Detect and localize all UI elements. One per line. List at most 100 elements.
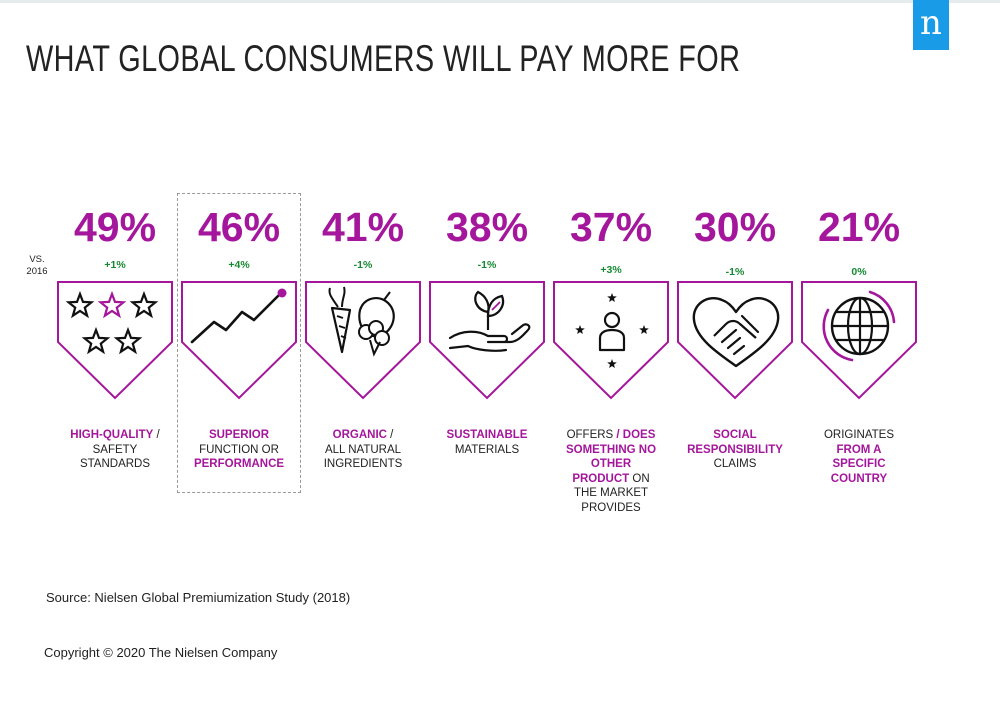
percent-label-sustainable: 38% <box>445 204 529 250</box>
category-label-line: SOMETHING NO <box>549 443 673 458</box>
category-label-line: OTHER <box>549 457 673 472</box>
percent-label-social: 30% <box>693 204 777 250</box>
nielsen-logo: n <box>913 0 949 50</box>
category-label-line: PROVIDES <box>549 501 673 516</box>
category-label-segment: PERFORMANCE <box>193 458 285 470</box>
change-label-unique: +3% <box>600 264 622 276</box>
category-label-segment: SOCIAL <box>713 429 757 441</box>
shield-badge-organic <box>305 281 421 400</box>
change-label-quality: +1% <box>104 259 126 271</box>
percent-label-unique: 37% <box>569 204 653 250</box>
category-label-unique: OFFERS / DOES SOMETHING NO OTHER PRODUCT ON… <box>549 428 673 515</box>
category-label-segment: HIGH-QUALITY <box>70 429 154 441</box>
category-label-line: ORGANIC / <box>301 428 425 443</box>
shield-outline <box>677 281 793 400</box>
category-label-line: SPECIFIC <box>797 457 921 472</box>
category-label-segment: ORIGINATES <box>823 429 895 441</box>
category-label-line: SUSTAINABLE <box>425 428 549 443</box>
change-label-origin: 0% <box>851 266 867 278</box>
category-label-segment: OFFERS <box>566 429 617 441</box>
category-label-segment: SUPERIOR <box>208 429 270 441</box>
category-label-line: RESPONSIBILITY <box>673 443 797 458</box>
category-label-segment: INGREDIENTS <box>323 458 403 470</box>
category-label-line: MATERIALS <box>425 443 549 458</box>
top-rule <box>0 0 1000 3</box>
category-label-segment: STANDARDS <box>79 458 151 470</box>
category-label-line: SOCIAL <box>673 428 797 443</box>
vs-label-line-1: VS. <box>29 254 45 265</box>
category-label-segment: SOMETHING NO <box>565 443 657 456</box>
shield-badge-origin <box>801 281 917 400</box>
handshake-heart-icon <box>692 297 780 368</box>
category-label-segment: CLAIMS <box>713 458 757 470</box>
shield-badge-social <box>677 281 793 400</box>
category-label-segment: / <box>386 429 394 441</box>
category-label-segment: ON <box>629 472 650 485</box>
vegetables-icon <box>328 286 395 357</box>
category-label-segment: PROVIDES <box>581 501 641 514</box>
percent-label-performance: 46% <box>197 204 281 250</box>
category-label-segment: ORGANIC <box>332 429 387 441</box>
category-label-sustainable: SUSTAINABLE MATERIALS <box>425 428 549 457</box>
category-label-line: SUPERIOR <box>177 428 301 443</box>
category-label-segment: SPECIFIC <box>832 458 886 470</box>
globe-icon <box>822 290 896 362</box>
category-label-line: FUNCTION OR <box>177 443 301 458</box>
category-label-line: PRODUCT ON <box>549 472 673 487</box>
trend-line-icon <box>190 288 287 344</box>
category-label-segment: SAFETY <box>92 443 138 456</box>
page-title: WHAT GLOBAL CONSUMERS WILL PAY MORE FOR <box>26 38 741 79</box>
category-label-line: ORIGINATES <box>797 428 921 443</box>
category-label-segment: ALL NATURAL <box>324 443 402 456</box>
category-label-social: SOCIAL RESPONSIBILITY CLAIMS <box>673 428 797 472</box>
category-label-line: INGREDIENTS <box>301 457 425 472</box>
source-note: Source: Nielsen Global Premiumization St… <box>46 590 351 605</box>
category-label-segment: MATERIALS <box>454 443 520 456</box>
category-label-segment: COUNTRY <box>830 472 888 485</box>
category-label-segment: FROM A <box>836 443 882 456</box>
category-label-segment: OTHER <box>590 458 632 470</box>
category-label-line: HIGH-QUALITY / SAFETY <box>53 428 177 457</box>
category-label-line: ALL NATURAL <box>301 443 425 458</box>
person-with-stars-icon <box>575 293 649 368</box>
category-label-quality: HIGH-QUALITY / SAFETY STANDARDS <box>53 428 177 472</box>
category-label-line: OFFERS / DOES <box>549 428 673 443</box>
shield-badge-performance <box>181 281 297 400</box>
category-label-origin: ORIGINATES FROM A SPECIFIC COUNTRY <box>797 428 921 486</box>
change-label-performance: +4% <box>228 259 250 271</box>
category-label-line: COUNTRY <box>797 472 921 487</box>
percent-label-quality: 49% <box>73 204 157 250</box>
shield-outline <box>429 281 545 400</box>
category-label-segment: FUNCTION OR <box>199 443 279 456</box>
shield-outline <box>181 281 297 400</box>
category-label-line: CLAIMS <box>673 457 797 472</box>
change-label-sustainable: -1% <box>477 259 497 271</box>
vs-2016-label: VS. 2016 <box>20 254 54 278</box>
category-label-segment: PRODUCT <box>572 472 630 485</box>
percent-label-organic: 41% <box>321 204 405 250</box>
change-label-organic: -1% <box>353 259 373 271</box>
category-label-organic: ORGANIC / ALL NATURAL INGREDIENTS <box>301 428 425 472</box>
category-label-line: PERFORMANCE <box>177 457 301 472</box>
category-label-line: THE MARKET <box>549 486 673 501</box>
highlight-frame <box>177 193 301 493</box>
plant-in-hand-icon <box>448 290 531 352</box>
copyright-note: Copyright © 2020 The Nielsen Company <box>44 645 278 660</box>
percent-label-origin: 21% <box>817 204 901 250</box>
shield-outline <box>305 281 421 400</box>
category-label-segment: / <box>153 429 160 441</box>
category-label-segment: / DOES <box>616 429 656 441</box>
category-label-segment: RESPONSIBILITY <box>687 443 783 456</box>
shield-badge-unique <box>553 281 669 400</box>
shield-outline <box>553 281 669 400</box>
shield-badge-quality <box>57 281 173 400</box>
category-label-performance: SUPERIOR FUNCTION OR PERFORMANCE <box>177 428 301 472</box>
shield-badge-sustainable <box>429 281 545 400</box>
category-label-segment: SUSTAINABLE <box>446 429 528 441</box>
category-label-line: STANDARDS <box>53 457 177 472</box>
category-label-segment: THE MARKET <box>573 487 649 499</box>
vs-label-line-2: 2016 <box>26 266 48 277</box>
stars-icon <box>65 290 159 355</box>
change-label-social: -1% <box>725 266 745 278</box>
category-label-line: FROM A <box>797 443 921 458</box>
